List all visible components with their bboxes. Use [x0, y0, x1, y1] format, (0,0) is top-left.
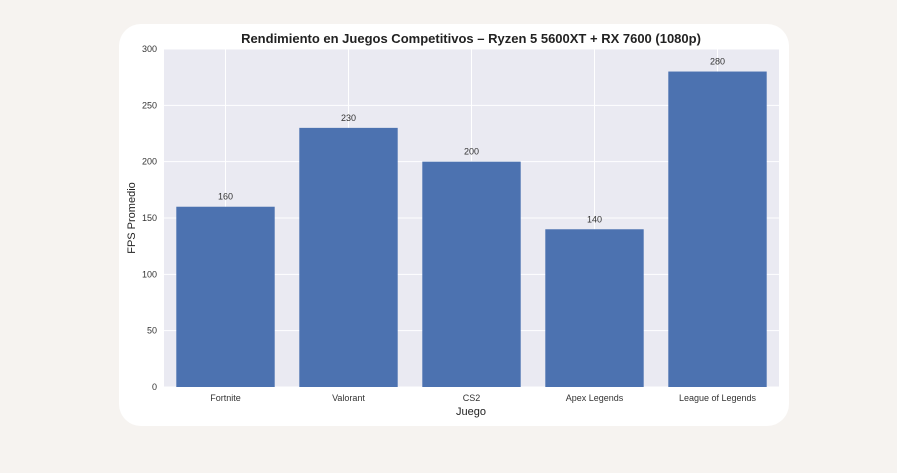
bar-value-label: 280: [710, 57, 725, 67]
x-tick-label: League of Legends: [679, 393, 757, 403]
bar: [299, 127, 398, 387]
x-tick-label: CS2: [463, 393, 481, 403]
chart-title: Rendimiento en Juegos Competitivos – Ryz…: [241, 31, 701, 46]
x-tick-label: Valorant: [332, 393, 365, 403]
bar: [176, 206, 275, 387]
y-axis-label: FPS Promedio: [126, 182, 138, 254]
y-tick-label: 200: [142, 157, 157, 167]
x-tick-label: Fortnite: [210, 393, 241, 403]
y-tick-label: 300: [142, 44, 157, 54]
y-tick-label: 0: [152, 382, 157, 392]
bar: [545, 229, 644, 387]
bar-value-label: 230: [341, 113, 356, 123]
y-tick-label: 50: [147, 326, 157, 336]
bar: [668, 71, 767, 388]
bar-value-label: 160: [218, 192, 233, 202]
bar: [422, 161, 521, 387]
y-tick-label: 100: [142, 269, 157, 279]
bar-value-label: 140: [587, 214, 602, 224]
x-axis-label: Juego: [456, 406, 486, 418]
bars: [176, 71, 767, 388]
y-tick-label: 250: [142, 100, 157, 110]
y-tick-label: 150: [142, 213, 157, 223]
bar-value-labels: 160 230 200 140 280: [218, 57, 725, 225]
x-tick-label: Apex Legends: [566, 393, 624, 403]
y-axis-ticks: 0 50 100 150 200 250 300: [142, 44, 157, 392]
bar-value-label: 200: [464, 147, 479, 157]
x-axis-ticks: Fortnite Valorant CS2 Apex Legends League of…: [210, 393, 756, 403]
